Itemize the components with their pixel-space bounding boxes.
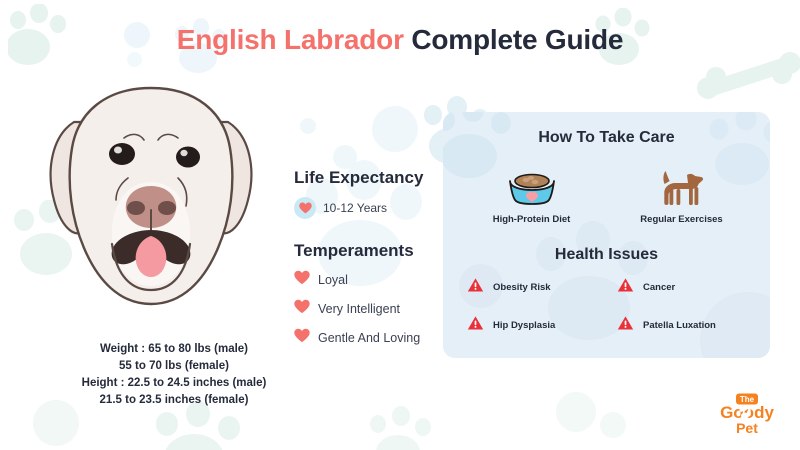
heart-icon xyxy=(294,197,316,219)
dog-standing-icon xyxy=(636,165,728,207)
warning-triangle-icon xyxy=(467,315,484,336)
health-item-label: Hip Dysplasia xyxy=(493,320,556,331)
list-item: Gentle And Loving xyxy=(294,328,444,348)
life-expectancy-row: 10-12 Years xyxy=(294,197,444,219)
list-item-label: Gentle And Loving xyxy=(318,331,421,345)
goody-pet-logo[interactable]: The Goody Pet xyxy=(710,392,784,437)
warning-triangle-icon xyxy=(617,315,634,336)
paw-print-decoration xyxy=(370,406,431,450)
logo-line2: Goody xyxy=(720,403,774,422)
page-title-rest: Complete Guide xyxy=(403,24,624,55)
list-item: Very Intelligent xyxy=(294,299,444,319)
care-item-label: Regular Exercises xyxy=(640,214,723,225)
list-item: Loyal xyxy=(294,270,444,290)
page-title: English Labrador Complete Guide xyxy=(0,24,800,56)
food-bowl-icon xyxy=(486,165,578,207)
temperaments-heading: Temperaments xyxy=(294,241,414,260)
health-item-label: Obesity Risk xyxy=(493,282,551,293)
stats-line: Height : 22.5 to 24.5 inches (male) xyxy=(81,377,267,389)
paw-icon xyxy=(739,406,751,419)
care-heading: How To Take Care xyxy=(538,129,675,146)
health-item: Patella Luxation xyxy=(617,315,767,336)
blob-decoration xyxy=(556,392,596,432)
circle-decoration xyxy=(333,145,357,169)
logo-line1: The xyxy=(740,395,755,404)
list-item-label: Very Intelligent xyxy=(318,302,400,316)
health-item: Cancer xyxy=(617,277,767,298)
heart-icon xyxy=(294,328,310,348)
middle-info-column: Life Expectancy 10-12 Years Temperaments… xyxy=(294,168,444,357)
care-item-diet: High-Protein Diet xyxy=(486,165,578,226)
care-item-label: High-Protein Diet xyxy=(492,214,571,225)
health-item-label: Patella Luxation xyxy=(643,320,716,331)
warning-triangle-icon xyxy=(617,277,634,298)
health-item: Obesity Risk xyxy=(467,277,617,298)
stats-line: Weight : 65 to 80 lbs (male) xyxy=(99,343,249,355)
blob-decoration xyxy=(600,412,626,438)
care-item-exercise: Regular Exercises xyxy=(636,165,728,226)
health-item-label: Cancer xyxy=(643,282,676,293)
size-stats-block: Weight : 65 to 80 lbs (male) 55 to 70 lb… xyxy=(24,341,324,409)
health-heading: Health Issues xyxy=(554,246,659,263)
logo-line3: Pet xyxy=(736,420,758,436)
health-item: Hip Dysplasia xyxy=(467,315,617,336)
care-and-health-panel: How To Take Care High-Protein Diet xyxy=(443,112,770,358)
stats-line: 55 to 70 lbs (female) xyxy=(119,360,229,372)
labrador-head-illustration xyxy=(49,86,253,306)
warning-triangle-icon xyxy=(467,277,484,298)
heart-icon xyxy=(294,299,310,319)
circle-decoration xyxy=(300,118,316,134)
page-title-accent: English Labrador xyxy=(176,24,404,55)
health-issues-grid: Obesity Risk Cancer xyxy=(443,277,770,336)
temperaments-list: Loyal Very Intelligent Gentle And Loving xyxy=(294,270,444,348)
circle-decoration xyxy=(372,106,418,152)
life-expectancy-heading: Life Expectancy xyxy=(294,168,424,187)
list-item-label: Loyal xyxy=(318,273,348,287)
care-items-row: High-Protein Diet Reg xyxy=(443,165,770,226)
heart-icon xyxy=(294,270,310,290)
life-expectancy-value: 10-12 Years xyxy=(323,201,388,215)
stats-line: 21.5 to 23.5 inches (female) xyxy=(99,394,249,406)
